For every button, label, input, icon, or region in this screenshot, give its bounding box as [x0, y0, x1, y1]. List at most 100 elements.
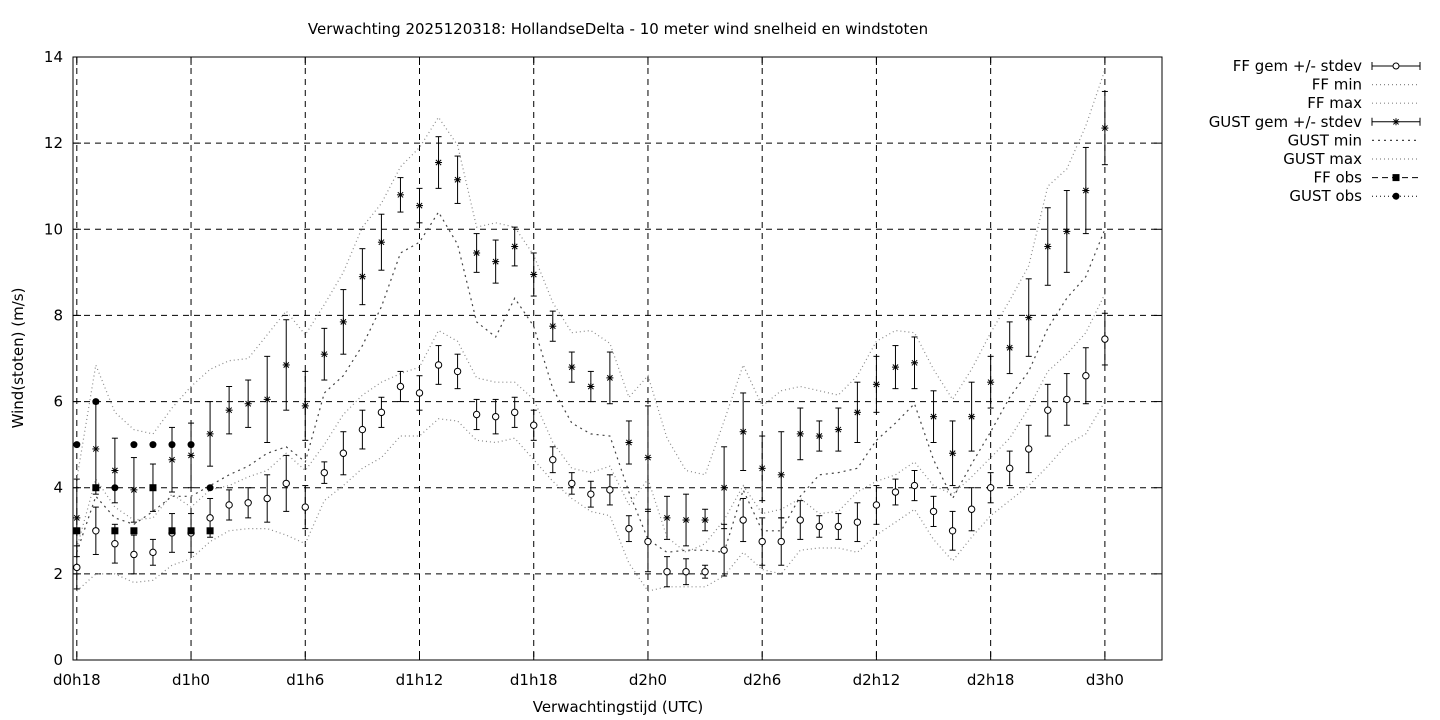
legend-label: FF obs: [1313, 169, 1362, 187]
legend-ff-obs-marker: [1392, 174, 1400, 182]
gust-mean-point-stroke: [625, 439, 632, 446]
ff-mean-point: [453, 367, 462, 376]
gust-obs-point: [149, 441, 157, 449]
gust-mean-point: [949, 449, 957, 457]
legend-gust-marker-stroke: [1393, 118, 1399, 125]
gust-mean-point: [530, 271, 538, 279]
gust-mean-point-stroke: [302, 402, 309, 409]
ff-mean-point: [663, 568, 671, 576]
ff-mean-point: [396, 382, 405, 391]
x-tick-label: d2h6: [743, 671, 781, 689]
gust-mean-point-stroke: [73, 514, 80, 521]
gust-mean-point-stroke: [740, 428, 747, 435]
y-tick-label: 6: [53, 393, 63, 411]
ff-mean-point: [282, 479, 290, 488]
gust-mean-point-stroke: [759, 465, 766, 472]
ff-mean-point: [720, 546, 728, 554]
gust-mean-point: [682, 516, 690, 524]
axis-ticks: 0 2 4 6 8 10 12 14 d0h18 d1h0 d1h6 d1h12 d1h18 d2h0 d2…: [44, 48, 1162, 689]
ff-mean-point: [530, 421, 538, 429]
legend-ff-marker: [1392, 62, 1400, 70]
ff-mean-point: [1101, 335, 1109, 343]
ff-mean-point: [967, 505, 976, 513]
ff-mean-point: [948, 527, 957, 535]
gust-mean-point: [1082, 187, 1090, 195]
gust-mean-point-stroke: [854, 409, 861, 416]
gust-mean-point: [777, 471, 785, 479]
gust-mean-point-stroke: [530, 271, 537, 278]
gust-mean-point: [796, 430, 804, 438]
ff-mean-point: [377, 408, 386, 417]
gust-mean-point: [911, 359, 918, 367]
gust-mean-point-stroke: [321, 351, 328, 358]
ff-mean-point: [796, 516, 804, 524]
gust-mean-point: [549, 322, 557, 330]
ff-mean-point: [986, 484, 995, 492]
x-tick-label: d1h12: [396, 671, 444, 689]
gust-mean-point: [187, 451, 195, 459]
gust-mean-point: [1101, 124, 1109, 132]
legend-label: GUST max: [1283, 150, 1362, 168]
gust-obs-point: [206, 484, 214, 492]
gust-mean-point-stroke: [1006, 344, 1013, 351]
gust-mean-point-stroke: [968, 413, 975, 420]
ff-mean-point: [149, 548, 157, 557]
gust-mean-point-stroke: [873, 381, 880, 388]
gust-mean-point-stroke: [397, 191, 404, 198]
gust-mean-point-stroke: [606, 374, 613, 381]
y-tick-label: 8: [53, 306, 63, 324]
min-max-curves: [76, 69, 1106, 592]
ff-obs-point: [168, 527, 176, 535]
y-axis-label: Wind(stoten) (m/s): [9, 288, 27, 429]
ff-mean-point: [739, 516, 747, 524]
ff-obs-point: [187, 527, 195, 535]
gust-mean-point-stroke: [568, 364, 575, 371]
x-tick-label: d1h18: [510, 671, 558, 689]
gust-mean-point-stroke: [664, 514, 670, 521]
ff-mean-point: [225, 501, 233, 509]
gust-mean-point-stroke: [283, 361, 290, 368]
gust-mean-point-stroke: [1101, 125, 1108, 132]
x-axis-label: Verwachtingstijd (UTC): [533, 698, 704, 716]
data-points: [73, 124, 1109, 576]
legend-gust-obs-marker: [1392, 192, 1400, 200]
error-bars: [73, 90, 1108, 590]
plot-frame: [72, 56, 1163, 661]
gust-mean-point-stroke: [1025, 314, 1032, 321]
gust-mean-point: [168, 456, 176, 464]
gust-mean-point-stroke: [340, 318, 347, 325]
ff-mean-point: [853, 518, 862, 526]
gust-mean-point: [301, 402, 309, 410]
gust-mean-point-stroke: [702, 517, 709, 523]
ff-mean-point: [358, 425, 367, 434]
y-tick-label: 12: [44, 134, 63, 152]
ff-max-line: [76, 293, 1106, 553]
grid: [73, 57, 1162, 660]
x-tick-label: d2h0: [629, 671, 667, 689]
gust-mean-point: [587, 382, 595, 390]
gust-max-line: [76, 69, 1106, 480]
ff-obs-point: [73, 527, 81, 535]
gust-mean-point-stroke: [778, 471, 785, 478]
x-tick-label: d3h0: [1086, 671, 1124, 689]
gust-mean-point-stroke: [130, 486, 137, 493]
gust-mean-point: [511, 243, 519, 251]
legend-label: FF min: [1312, 76, 1362, 94]
ff-mean-point: [872, 501, 881, 509]
gust-mean-point: [1006, 344, 1014, 352]
ff-mean-point: [244, 499, 252, 507]
ff-mean-point: [92, 527, 100, 535]
ff-obs-point: [92, 484, 100, 492]
gust-mean-point: [454, 176, 462, 184]
ff-mean-point: [1063, 395, 1071, 404]
ff-mean-point: [625, 524, 633, 533]
ff-mean-point: [1044, 406, 1052, 414]
gust-mean-point: [853, 408, 861, 416]
gust-mean-point-stroke: [816, 433, 823, 440]
y-tick-label: 14: [44, 48, 63, 66]
gust-mean-point: [758, 464, 766, 472]
y-tick-label: 4: [53, 479, 63, 497]
gust-mean-point: [263, 395, 271, 403]
gust-mean-point-stroke: [226, 407, 233, 414]
ff-mean-point: [320, 468, 329, 477]
